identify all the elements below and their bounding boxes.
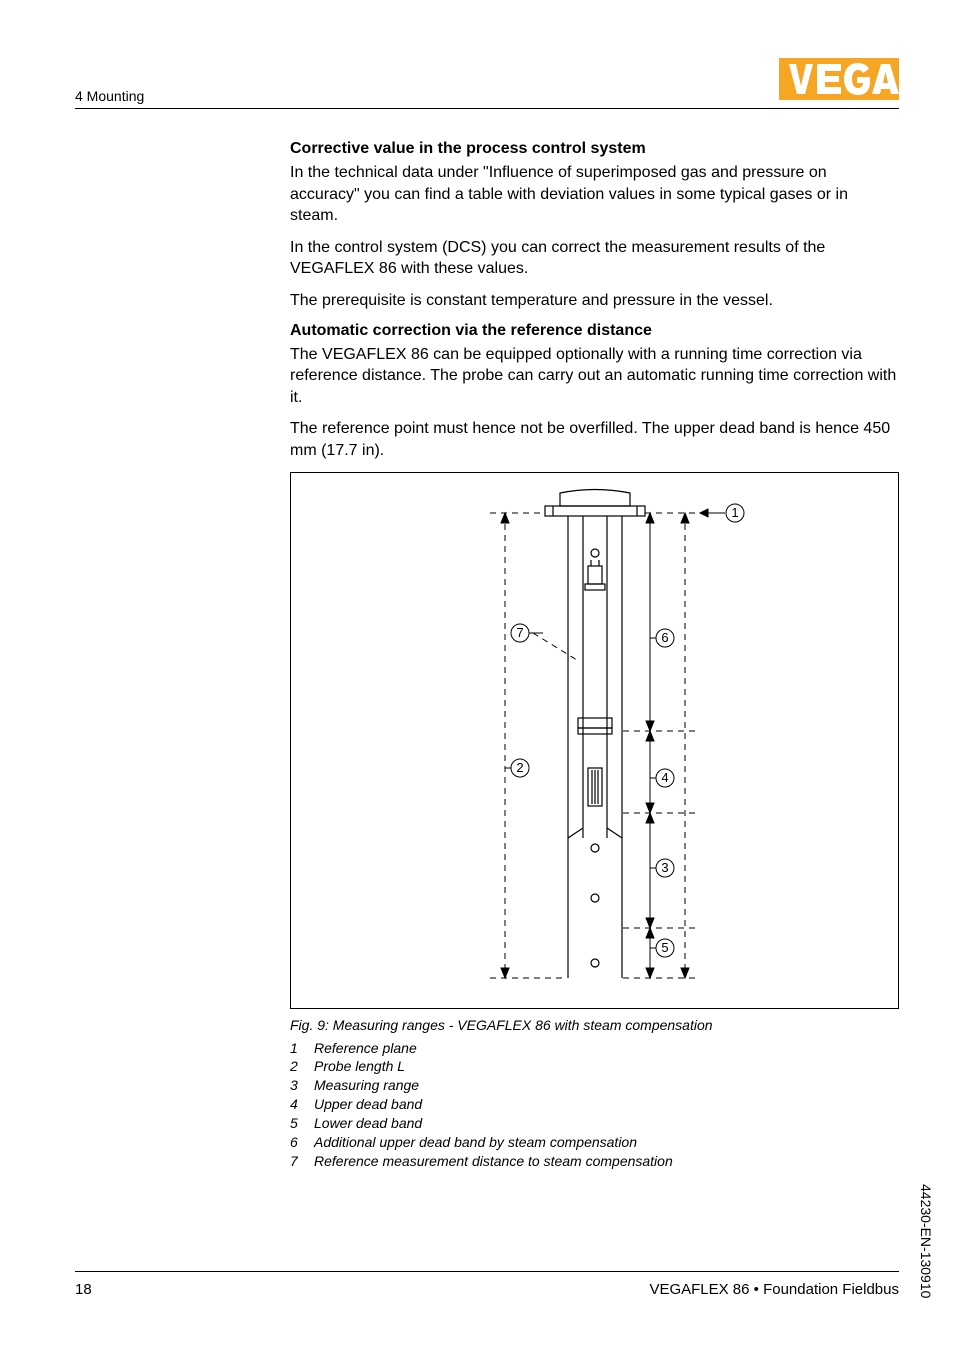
legend-text-7: Reference measurement distance to steam … xyxy=(314,1152,673,1171)
figure-legend: 1Reference plane 2Probe length L 3Measur… xyxy=(290,1039,899,1171)
para-5: The reference point must hence not be ov… xyxy=(290,418,899,461)
document-id: 44230-EN-130910 xyxy=(918,1184,934,1298)
diagram-svg: 1 6 7 2 4 3 5 xyxy=(295,488,895,993)
main-content: Corrective value in the process control … xyxy=(290,130,899,1171)
callout-5: 5 xyxy=(661,940,668,955)
heading-corrective: Corrective value in the process control … xyxy=(290,140,899,158)
legend-text-6: Additional upper dead band by steam comp… xyxy=(314,1133,637,1152)
para-4: The VEGAFLEX 86 can be equipped optional… xyxy=(290,344,899,409)
footer-text: VEGAFLEX 86 • Foundation Fieldbus xyxy=(649,1281,899,1298)
header-divider xyxy=(75,108,899,109)
legend-num-2: 2 xyxy=(290,1057,314,1076)
legend-num-5: 5 xyxy=(290,1114,314,1133)
footer-divider xyxy=(75,1271,899,1272)
page-number: 18 xyxy=(75,1281,92,1298)
legend-num-6: 6 xyxy=(290,1133,314,1152)
figure-9: 1 6 7 2 4 3 5 xyxy=(290,472,899,1009)
figure-caption: Fig. 9: Measuring ranges - VEGAFLEX 86 w… xyxy=(290,1017,899,1033)
section-label: 4 Mounting xyxy=(75,88,144,104)
para-3: The prerequisite is constant temperature… xyxy=(290,290,899,312)
legend-text-2: Probe length L xyxy=(314,1057,405,1076)
brand-logo xyxy=(779,58,899,105)
callout-7: 7 xyxy=(516,625,523,640)
para-2: In the control system (DCS) you can corr… xyxy=(290,237,899,280)
legend-text-4: Upper dead band xyxy=(314,1095,422,1114)
legend-num-4: 4 xyxy=(290,1095,314,1114)
callout-2: 2 xyxy=(516,760,523,775)
legend-num-7: 7 xyxy=(290,1152,314,1171)
legend-num-3: 3 xyxy=(290,1076,314,1095)
legend-text-1: Reference plane xyxy=(314,1039,417,1058)
callout-3: 3 xyxy=(661,860,668,875)
callout-4: 4 xyxy=(661,770,668,785)
legend-num-1: 1 xyxy=(290,1039,314,1058)
legend-text-3: Measuring range xyxy=(314,1076,419,1095)
callout-1: 1 xyxy=(731,505,738,520)
heading-automatic: Automatic correction via the reference d… xyxy=(290,322,899,340)
legend-text-5: Lower dead band xyxy=(314,1114,422,1133)
para-1: In the technical data under "Influence o… xyxy=(290,162,899,227)
callout-6: 6 xyxy=(661,630,668,645)
